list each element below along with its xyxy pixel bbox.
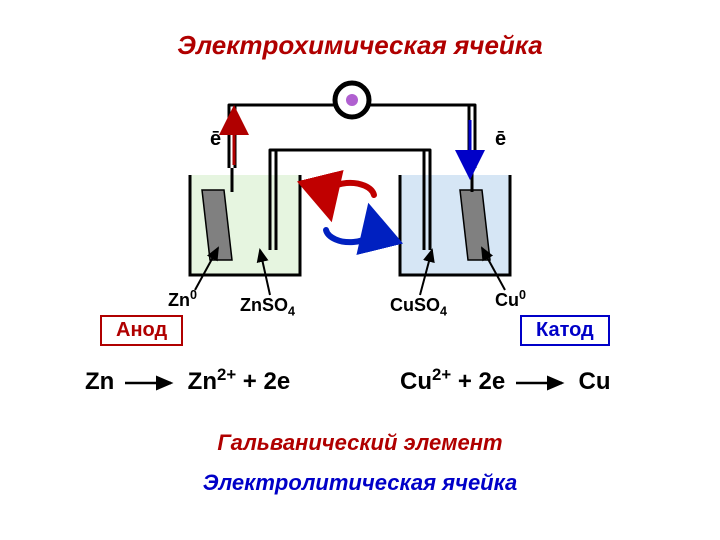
cell-diagram bbox=[0, 0, 720, 540]
